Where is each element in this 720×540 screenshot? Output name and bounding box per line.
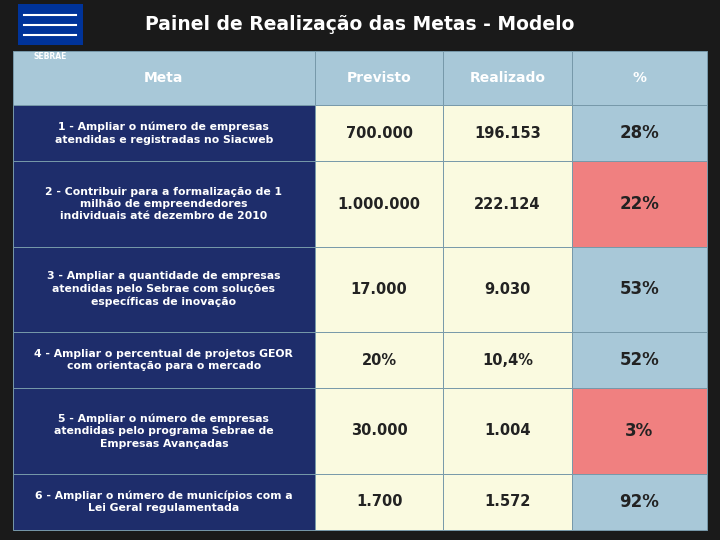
Text: 222.124: 222.124 <box>474 197 541 212</box>
Text: %: % <box>632 71 647 85</box>
Bar <box>444 105 572 161</box>
Bar <box>315 105 444 161</box>
Text: 1.700: 1.700 <box>356 495 402 509</box>
Text: 1.004: 1.004 <box>485 423 531 438</box>
Bar <box>13 161 315 247</box>
Text: 53%: 53% <box>619 280 660 298</box>
Bar <box>572 388 707 474</box>
Text: 1 - Ampliar o número de empresas
atendidas e registradas no Siacweb: 1 - Ampliar o número de empresas atendid… <box>55 122 273 145</box>
Text: Previsto: Previsto <box>347 71 411 85</box>
Bar <box>444 474 572 530</box>
Bar <box>444 161 572 247</box>
Text: Realizado: Realizado <box>469 71 546 85</box>
Text: Meta: Meta <box>144 71 184 85</box>
Bar <box>13 105 315 161</box>
Text: SEBRAE: SEBRAE <box>34 52 67 61</box>
Bar <box>315 161 444 247</box>
Bar <box>572 474 707 530</box>
Bar <box>444 247 572 332</box>
Bar <box>315 474 444 530</box>
Text: 30.000: 30.000 <box>351 423 408 438</box>
Text: 22%: 22% <box>619 195 660 213</box>
Bar <box>444 388 572 474</box>
Text: 2 - Contribuir para a formalização de 1
milhão de empreendedores
individuais até: 2 - Contribuir para a formalização de 1 … <box>45 187 282 221</box>
Bar <box>572 105 707 161</box>
Text: 20%: 20% <box>361 353 397 368</box>
Text: 3 - Ampliar a quantidade de empresas
atendidas pelo Sebrae com soluções
específi: 3 - Ampliar a quantidade de empresas ate… <box>48 272 281 307</box>
Text: 5 - Ampliar o número de empresas
atendidas pelo programa Sebrae de
Empresas Avan: 5 - Ampliar o número de empresas atendid… <box>54 413 274 449</box>
Text: 196.153: 196.153 <box>474 126 541 140</box>
Bar <box>572 332 707 388</box>
Bar <box>572 161 707 247</box>
Bar <box>13 247 315 332</box>
Bar <box>315 51 444 105</box>
Bar <box>444 51 572 105</box>
Bar <box>572 247 707 332</box>
Text: 1.000.000: 1.000.000 <box>338 197 420 212</box>
Bar <box>444 332 572 388</box>
Bar <box>13 388 315 474</box>
Bar <box>315 247 444 332</box>
Text: 10,4%: 10,4% <box>482 353 533 368</box>
Text: 28%: 28% <box>619 124 660 142</box>
Bar <box>13 332 315 388</box>
Text: 52%: 52% <box>619 351 660 369</box>
Bar <box>13 51 315 105</box>
Bar <box>0 0 720 50</box>
Text: 6 - Ampliar o número de municípios com a
Lei Geral regulamentada: 6 - Ampliar o número de municípios com a… <box>35 490 293 514</box>
Text: 700.000: 700.000 <box>346 126 413 140</box>
Bar <box>572 51 707 105</box>
Text: 17.000: 17.000 <box>351 282 408 296</box>
Bar <box>13 474 315 530</box>
Text: 4 - Ampliar o percentual de projetos GEOR
com orientação para o mercado: 4 - Ampliar o percentual de projetos GEO… <box>35 349 293 372</box>
Bar <box>18 4 83 45</box>
Text: 3%: 3% <box>625 422 654 440</box>
Text: 1.572: 1.572 <box>485 495 531 509</box>
Text: Painel de Realização das Metas - Modelo: Painel de Realização das Metas - Modelo <box>145 15 575 35</box>
Text: 9.030: 9.030 <box>485 282 531 296</box>
Text: 92%: 92% <box>619 493 660 511</box>
Bar <box>315 388 444 474</box>
Bar <box>315 332 444 388</box>
